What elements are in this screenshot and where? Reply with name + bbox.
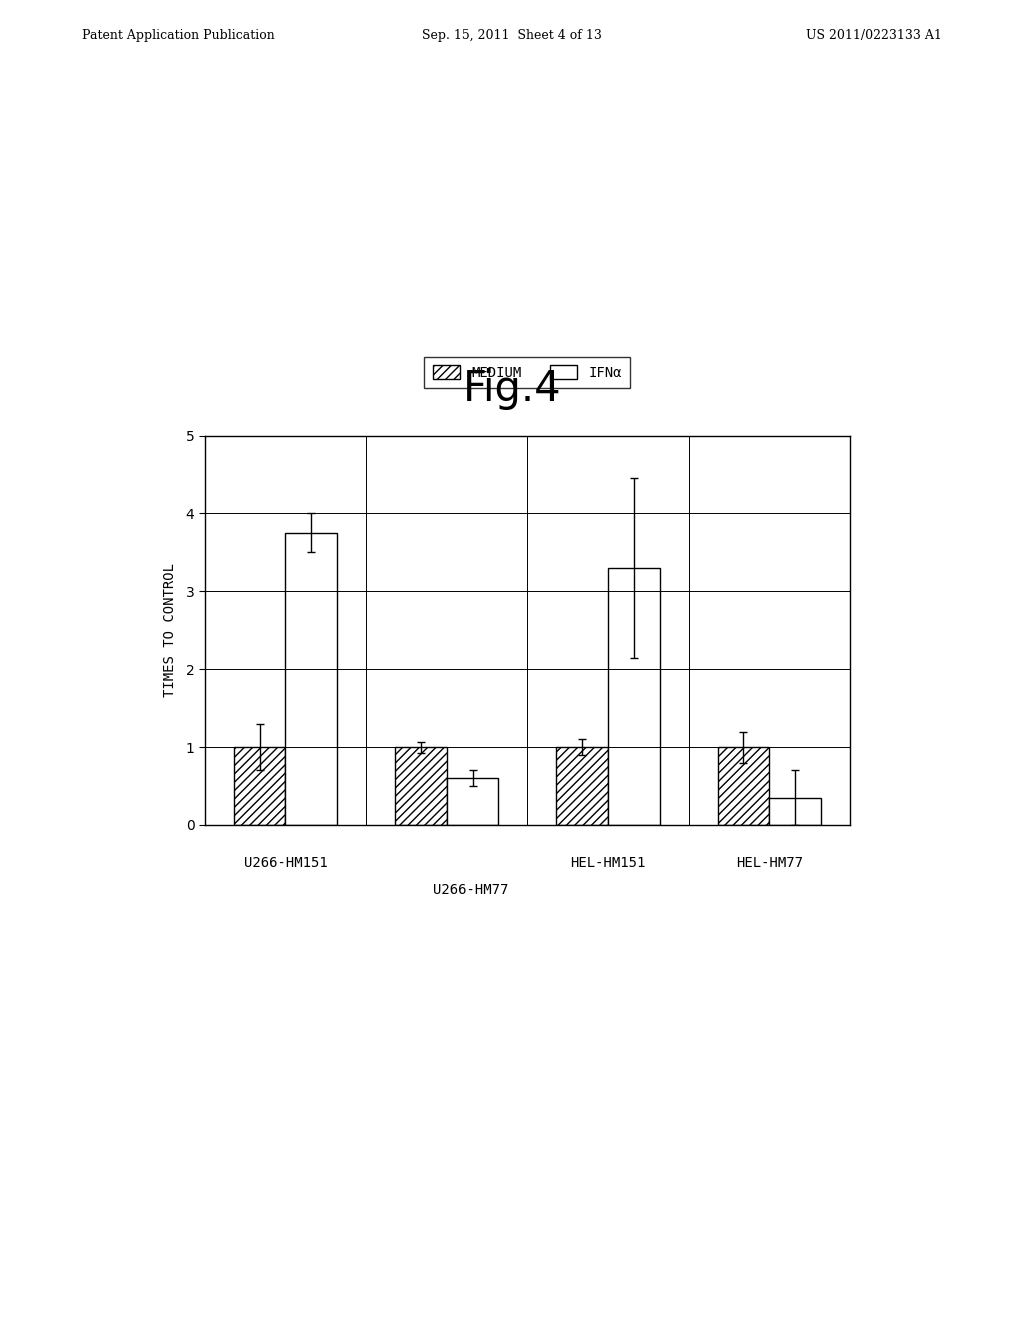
Bar	[769, 797, 821, 825]
Y-axis label: TIMES TO CONTROL: TIMES TO CONTROL	[163, 564, 177, 697]
Bar	[286, 533, 337, 825]
Legend: MEDIUM, IFNα: MEDIUM, IFNα	[424, 356, 631, 388]
Text: Fig.4: Fig.4	[463, 368, 561, 411]
Text: US 2011/0223133 A1: US 2011/0223133 A1	[806, 29, 942, 42]
Text: U266-HM77: U266-HM77	[433, 883, 509, 898]
Text: HEL-HM151: HEL-HM151	[570, 857, 646, 870]
Text: U266-HM151: U266-HM151	[244, 857, 328, 870]
Text: Patent Application Publication: Patent Application Publication	[82, 29, 274, 42]
Bar	[718, 747, 769, 825]
Bar	[556, 747, 608, 825]
Text: Sep. 15, 2011  Sheet 4 of 13: Sep. 15, 2011 Sheet 4 of 13	[422, 29, 602, 42]
Bar	[233, 747, 286, 825]
Bar	[446, 779, 499, 825]
Bar	[608, 568, 659, 825]
Text: HEL-HM77: HEL-HM77	[736, 857, 803, 870]
Bar	[395, 747, 446, 825]
